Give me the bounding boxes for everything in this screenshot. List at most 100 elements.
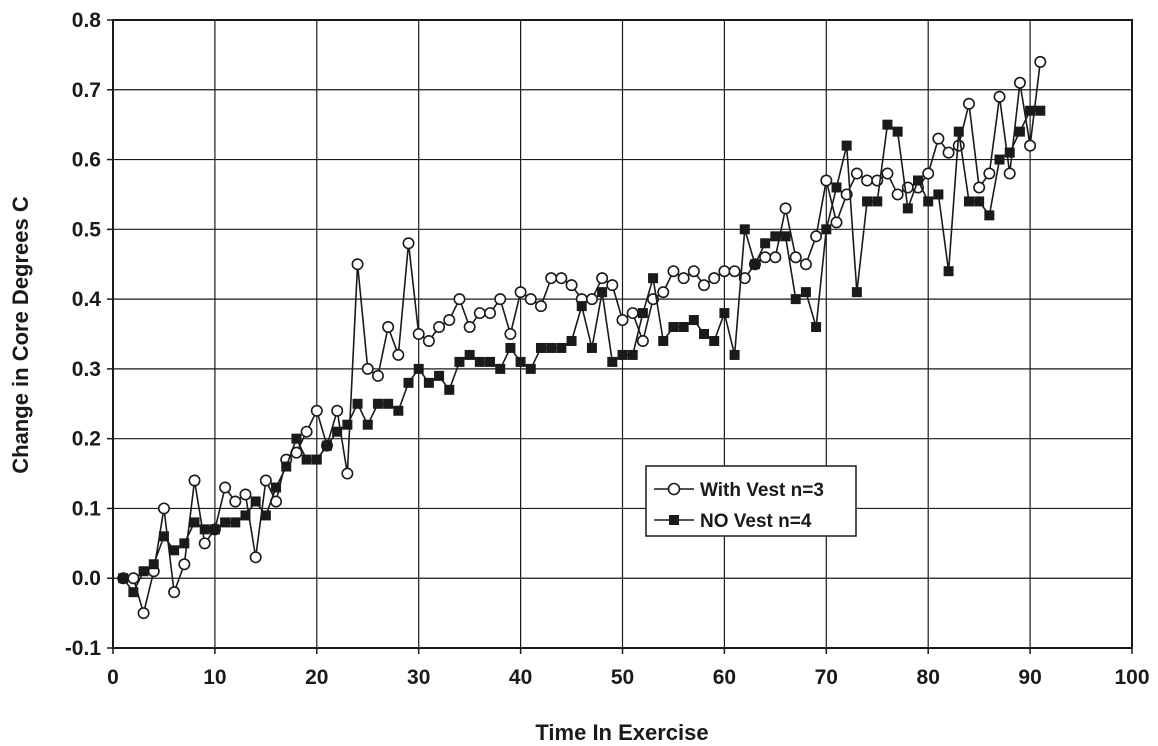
series-layer <box>117 55 1047 620</box>
data-point <box>352 398 363 409</box>
data-point <box>760 238 771 249</box>
data-point <box>239 488 252 501</box>
data-point <box>902 203 913 214</box>
data-point <box>892 126 903 137</box>
data-point <box>393 405 404 416</box>
data-point <box>891 188 904 201</box>
data-point <box>524 293 537 306</box>
data-point <box>281 461 292 472</box>
data-point <box>434 370 445 381</box>
data-point <box>850 167 863 180</box>
data-point <box>505 342 516 353</box>
data-point <box>626 307 639 320</box>
data-point <box>984 210 995 221</box>
data-point <box>271 482 282 493</box>
data-point <box>1004 147 1015 158</box>
data-point <box>473 307 486 320</box>
data-point <box>932 132 945 145</box>
data-point <box>351 258 364 271</box>
data-point <box>882 119 893 130</box>
data-point <box>1024 139 1037 152</box>
data-point <box>789 251 802 264</box>
data-point <box>770 231 781 242</box>
data-point <box>830 216 843 229</box>
data-point <box>821 224 832 235</box>
data-point <box>422 334 435 347</box>
data-point <box>249 551 262 564</box>
data-point <box>464 349 475 360</box>
data-point <box>534 300 547 313</box>
data-point <box>188 474 201 487</box>
data-point <box>209 524 220 535</box>
data-point <box>780 231 791 242</box>
x-tick-label: 70 <box>815 666 838 689</box>
data-point <box>1035 105 1046 116</box>
x-tick-label: 10 <box>203 666 226 689</box>
data-point <box>637 308 648 319</box>
legend-box <box>645 465 857 537</box>
y-tick-label: 0.8 <box>72 9 102 32</box>
legend-item-with-vest: With Vest n=3 <box>654 480 824 501</box>
data-point <box>137 607 150 620</box>
data-point <box>759 251 772 264</box>
legend-marker-filled-square <box>669 515 679 525</box>
data-point <box>585 293 598 306</box>
data-point <box>198 537 211 550</box>
legend-item-no-vest: NO Vest n=4 <box>654 511 812 532</box>
data-point <box>973 181 986 194</box>
data-point <box>565 279 578 292</box>
y-tick-label: 0.6 <box>72 149 101 172</box>
data-point <box>769 251 782 264</box>
data-point <box>963 196 974 207</box>
legend: With Vest n=3 NO Vest n=4 <box>645 465 857 537</box>
data-point <box>831 182 842 193</box>
data-point <box>545 272 558 285</box>
data-point <box>739 224 750 235</box>
data-point <box>913 175 924 186</box>
data-point <box>616 314 629 327</box>
data-point <box>1034 55 1047 68</box>
data-point <box>412 327 425 340</box>
data-point <box>443 314 456 327</box>
data-point <box>668 322 679 333</box>
data-point <box>576 301 587 312</box>
x-tick-label: 50 <box>611 666 634 689</box>
data-point <box>811 322 822 333</box>
data-point <box>943 266 954 277</box>
data-point <box>392 348 405 361</box>
data-point <box>494 293 507 306</box>
data-point <box>300 425 313 438</box>
data-point <box>993 90 1006 103</box>
data-point <box>627 349 638 360</box>
y-axis-title: Change in Core Degrees C <box>8 196 33 474</box>
data-point <box>974 196 985 207</box>
data-point <box>454 356 465 367</box>
data-point <box>229 495 242 508</box>
legend-marker-open-circle <box>667 482 681 496</box>
data-point <box>678 322 689 333</box>
y-axis-ticks: -0.1 0.0 0.1 0.2 0.3 0.4 0.5 0.6 0.7 0.8 <box>65 9 113 660</box>
data-point <box>709 335 720 346</box>
data-point <box>708 272 721 285</box>
data-point <box>718 265 731 278</box>
data-point <box>495 363 506 374</box>
data-point <box>862 196 873 207</box>
data-point <box>699 329 710 339</box>
data-point <box>881 167 894 180</box>
data-point <box>962 97 975 110</box>
data-point <box>311 454 322 465</box>
x-tick-label: 60 <box>713 666 736 689</box>
data-point <box>504 327 517 340</box>
data-point <box>474 356 485 367</box>
data-point <box>230 517 241 528</box>
legend-label-with-vest: With Vest n=3 <box>700 480 824 501</box>
data-point <box>220 517 231 528</box>
x-tick-label: 30 <box>407 666 430 689</box>
y-tick-label: 0.5 <box>72 218 102 241</box>
data-point <box>341 467 354 480</box>
data-point <box>169 545 180 556</box>
data-point <box>687 265 700 278</box>
data-point <box>423 377 434 388</box>
data-point <box>648 273 659 284</box>
